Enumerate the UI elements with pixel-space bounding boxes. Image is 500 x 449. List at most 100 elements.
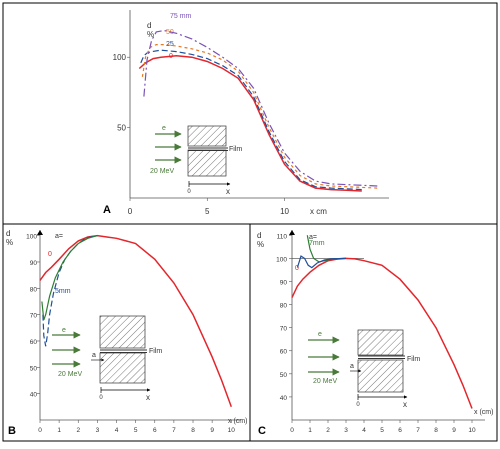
y-tick-label: 60 <box>280 349 288 356</box>
x-tick-label: 10 <box>228 427 236 434</box>
x-tick-label: 0 <box>128 207 133 216</box>
y-tick-label: 100 <box>26 234 37 241</box>
inset-origin-label: 0 <box>356 402 360 408</box>
series-label-0: 0 <box>48 251 52 258</box>
x-tick-label: 10 <box>468 427 476 434</box>
particle-label: e <box>62 327 66 334</box>
y-tick-label: 90 <box>30 260 38 267</box>
y-axis-label-line: % <box>257 240 264 249</box>
x-tick-label: 2 <box>76 427 80 434</box>
x-axis-label: x cm <box>310 207 327 216</box>
panel-c: d% x (cm) 0 1 2 3 4 5 6 7 8 9 10 40 50 60 70 80 90 100 110 0 7… <box>257 230 493 434</box>
inset-origin-label: 0 <box>187 189 191 195</box>
series-label-1: 7mm <box>309 240 325 247</box>
y-tick-label: 50 <box>280 372 288 379</box>
phantom-block <box>99 315 146 349</box>
y-tick-label: 70 <box>30 313 38 320</box>
film-label: Film <box>407 356 420 363</box>
panel-letter-b: B <box>8 425 16 437</box>
inset-schematic: e 20 MeV Film 0 x <box>150 125 242 196</box>
x-tick-label: 8 <box>191 427 195 434</box>
phantom-block <box>357 329 404 356</box>
series-line-2 <box>296 255 347 269</box>
series-label-2: 50 <box>166 29 174 36</box>
y-axis-arrow <box>289 230 295 235</box>
phantom-block <box>357 359 404 393</box>
x-tick-label: 9 <box>452 427 456 434</box>
x-tick-label: 0 <box>38 427 42 434</box>
y-tick-label: 50 <box>30 365 38 372</box>
y-tick-label: 80 <box>30 286 38 293</box>
x-tick-label: 7 <box>172 427 176 434</box>
x-tick-label: 1 <box>308 427 312 434</box>
x-tick-label: 6 <box>398 427 402 434</box>
y-tick-label: 60 <box>30 339 38 346</box>
phantom-block <box>187 149 227 177</box>
x-tick-label: 1 <box>57 427 61 434</box>
y-tick-label: 80 <box>280 303 288 310</box>
x-tick-label: 3 <box>96 427 100 434</box>
y-axis-label-line: % <box>147 30 154 39</box>
y-tick-label: 40 <box>280 395 288 402</box>
y-tick-label: 90 <box>280 279 288 286</box>
panel-letter-a: A <box>103 204 111 216</box>
gap-label: a <box>92 352 96 359</box>
particle-label: e <box>318 331 322 338</box>
x-tick-label: 5 <box>134 427 138 434</box>
x-tick-label: 4 <box>362 427 366 434</box>
x-tick-label: 6 <box>153 427 157 434</box>
series-label-3: 75 mm <box>170 13 192 20</box>
y-axis-arrow <box>37 230 43 235</box>
x-tick-label: 4 <box>115 427 119 434</box>
beam-energy-label: 20 MeV <box>58 371 82 378</box>
particle-label: e <box>162 125 166 132</box>
inset-axis-label: x <box>146 393 150 402</box>
phantom-block <box>187 125 227 147</box>
y-tick-label: 40 <box>30 392 38 399</box>
inset-axis-label: x <box>226 187 230 196</box>
y-axis-label-line: d <box>257 231 261 240</box>
series-line-1 <box>140 49 362 191</box>
phantom-block <box>99 352 146 384</box>
x-tick-label: 9 <box>210 427 214 434</box>
gap-label: a <box>350 363 354 370</box>
x-tick-label: 2 <box>326 427 330 434</box>
series-label-1: 5mm <box>55 288 71 295</box>
y-axis-label-line: % <box>6 238 13 247</box>
x-axis-label: x (cm) <box>474 409 493 416</box>
y-tick-label: 100 <box>113 53 127 62</box>
inset-axis-label: x <box>403 400 407 409</box>
film-label: Film <box>149 348 162 355</box>
y-tick-label: 50 <box>117 124 126 133</box>
series-label-prefix: a= <box>309 234 317 241</box>
inset-origin-label: 0 <box>99 395 103 401</box>
series-label-prefix: a= <box>55 233 63 240</box>
y-axis-label-line: d <box>6 229 10 238</box>
film-label: Film <box>229 146 242 153</box>
series-line-2 <box>141 44 378 189</box>
series-label-0: 0 <box>295 265 299 272</box>
inset-schematic: e 20 MeV Film a 0 x <box>308 329 420 409</box>
x-tick-label: 5 <box>380 427 384 434</box>
panel-letter-c: C <box>258 425 266 437</box>
x-tick-label: 8 <box>434 427 438 434</box>
inset-schematic: e 20 MeV Film a 0 x <box>52 315 162 402</box>
series-line-2 <box>41 235 98 321</box>
panel-b: d% x (cm) 0 1 2 3 4 5 6 7 8 9 10 40 50 60 70 80 90 100 0 5mm a… <box>6 229 247 434</box>
beam-energy-label: 20 MeV <box>150 168 174 175</box>
series-line-0 <box>39 234 233 408</box>
x-tick-label: 10 <box>280 207 289 216</box>
y-tick-label: 70 <box>280 326 288 333</box>
series-line-0 <box>291 257 473 409</box>
x-axis-label: x (cm) <box>228 418 247 425</box>
panel-a: d% x cm 0 5 10 50 100 0 25 50 75 mm e 20 MeV Film 0 x <box>113 10 389 216</box>
y-axis-label-line: d <box>147 21 151 30</box>
series-line-0 <box>138 55 362 192</box>
y-tick-label: 100 <box>276 256 287 263</box>
beam-energy-label: 20 MeV <box>313 378 337 385</box>
x-tick-label: 7 <box>416 427 420 434</box>
x-tick-label: 3 <box>344 427 348 434</box>
series-line-3 <box>143 29 378 187</box>
